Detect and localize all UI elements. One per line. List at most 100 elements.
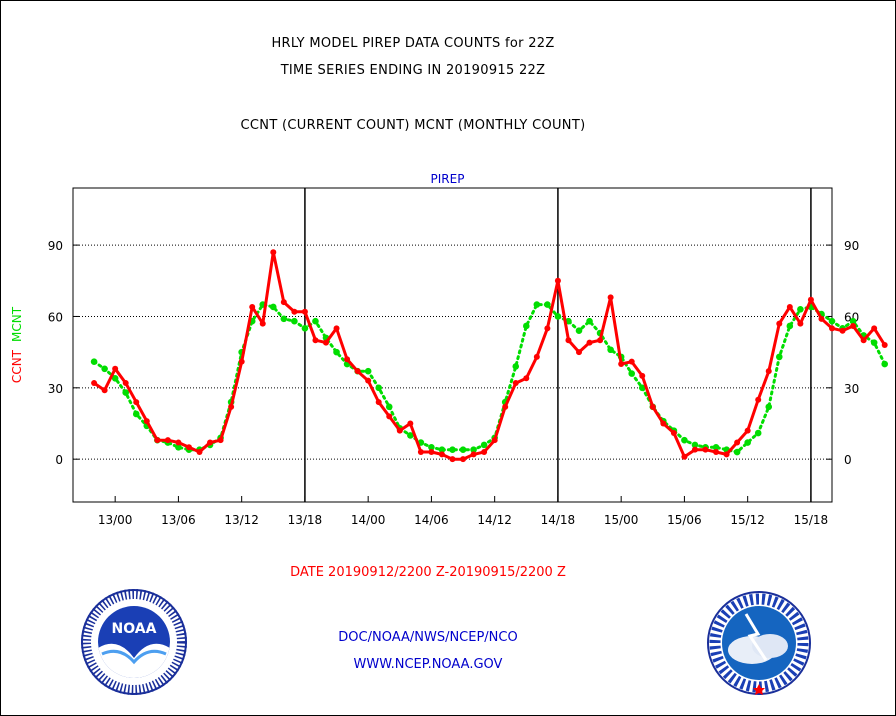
y-tick-label-right: 90: [844, 239, 859, 253]
point-ccnt: [323, 339, 329, 346]
point-ccnt: [312, 337, 319, 344]
point-ccnt: [154, 437, 161, 444]
point-mcnt: [90, 358, 98, 365]
point-ccnt: [829, 325, 835, 332]
point-ccnt: [649, 403, 656, 410]
footer-org: DOC/NOAA/NWS/NCEP/NCO: [338, 630, 518, 645]
point-ccnt: [850, 322, 857, 329]
point-ccnt: [523, 375, 530, 382]
point-mcnt: [111, 375, 119, 382]
x-tick-label: 14/18: [541, 513, 576, 527]
point-ccnt: [417, 449, 424, 456]
point-mcnt: [312, 317, 319, 325]
point-mcnt: [438, 446, 446, 453]
point-ccnt: [533, 353, 540, 360]
point-mcnt: [586, 317, 593, 325]
point-ccnt: [344, 356, 351, 363]
point-ccnt: [375, 399, 382, 406]
x-tick-label: 13/00: [98, 513, 133, 527]
point-ccnt: [196, 449, 203, 456]
point-mcnt: [744, 439, 751, 446]
point-ccnt: [470, 451, 477, 458]
point-ccnt: [744, 427, 751, 434]
point-ccnt: [491, 437, 498, 444]
header-title: HRLY MODEL PIREP DATA COUNTS for 22Z: [271, 36, 555, 51]
point-ccnt: [175, 439, 182, 446]
x-tick-label: 15/12: [730, 513, 765, 527]
point-ccnt: [797, 320, 804, 327]
y-tick-label-left: 60: [48, 310, 63, 324]
point-mcnt: [754, 429, 762, 437]
point-ccnt: [365, 377, 372, 384]
point-mcnt: [364, 367, 372, 375]
noaa-logo: NOAA: [81, 589, 187, 695]
point-ccnt: [618, 361, 625, 368]
point-ccnt: [597, 337, 604, 344]
point-mcnt: [691, 441, 699, 449]
point-mcnt: [775, 353, 783, 361]
point-mcnt: [881, 360, 889, 368]
point-ccnt: [512, 380, 519, 387]
x-tick-label: 14/12: [477, 513, 512, 527]
point-mcnt: [638, 384, 646, 392]
x-tick-label: 13/06: [161, 513, 196, 527]
point-mcnt: [870, 339, 878, 346]
point-ccnt: [333, 325, 340, 332]
point-ccnt: [786, 303, 793, 310]
point-ccnt: [133, 399, 140, 406]
point-mcnt: [175, 443, 182, 451]
point-ccnt: [755, 396, 762, 403]
point-ccnt: [438, 451, 445, 458]
point-mcnt: [786, 322, 794, 330]
footer-url: WWW.NCEP.NOAA.GOV: [353, 657, 503, 672]
point-ccnt: [481, 449, 488, 456]
point-ccnt: [207, 439, 214, 446]
point-mcnt: [628, 370, 636, 377]
point-ccnt: [291, 308, 298, 315]
point-ccnt: [702, 446, 709, 453]
point-ccnt: [639, 372, 646, 379]
point-ccnt: [807, 296, 814, 303]
point-ccnt: [628, 358, 635, 365]
point-mcnt: [428, 443, 435, 451]
point-mcnt: [459, 446, 467, 453]
point-ccnt: [460, 456, 467, 463]
point-ccnt: [270, 249, 277, 256]
point-mcnt: [385, 403, 393, 411]
series-line-ccnt: [93, 250, 886, 461]
point-ccnt: [723, 451, 730, 458]
point-mcnt: [512, 363, 520, 370]
point-ccnt: [734, 439, 741, 446]
header-legend-text: CCNT (CURRENT COUNT) MCNT (MONTHLY COUNT…: [240, 118, 586, 133]
point-ccnt: [228, 403, 235, 410]
point-ccnt: [122, 380, 129, 387]
point-ccnt: [386, 413, 393, 420]
point-ccnt: [565, 337, 572, 344]
point-mcnt: [407, 432, 414, 439]
point-ccnt: [407, 420, 414, 427]
point-mcnt: [470, 446, 477, 453]
point-ccnt: [544, 325, 551, 332]
point-mcnt: [122, 389, 130, 396]
point-ccnt: [143, 418, 150, 425]
point-ccnt: [576, 349, 582, 356]
y-axis-label: CCNT MCNT: [10, 306, 24, 383]
y-axis-label-mcnt: MCNT: [10, 306, 24, 342]
point-mcnt: [554, 313, 562, 320]
point-ccnt: [449, 456, 456, 463]
point-ccnt: [280, 299, 287, 306]
y-axis-label-ccnt: CCNT: [10, 349, 24, 383]
point-ccnt: [554, 277, 561, 284]
point-ccnt: [871, 325, 878, 332]
x-tick-label: 13/18: [288, 513, 323, 527]
point-ccnt: [881, 342, 888, 348]
nws-logo: [707, 591, 811, 695]
svg-text:NOAA: NOAA: [112, 621, 157, 637]
point-mcnt: [765, 403, 773, 411]
point-ccnt: [691, 446, 698, 453]
point-ccnt: [670, 430, 677, 437]
point-ccnt: [428, 449, 435, 456]
point-ccnt: [607, 294, 614, 301]
point-ccnt: [91, 380, 98, 387]
point-mcnt: [480, 441, 488, 449]
